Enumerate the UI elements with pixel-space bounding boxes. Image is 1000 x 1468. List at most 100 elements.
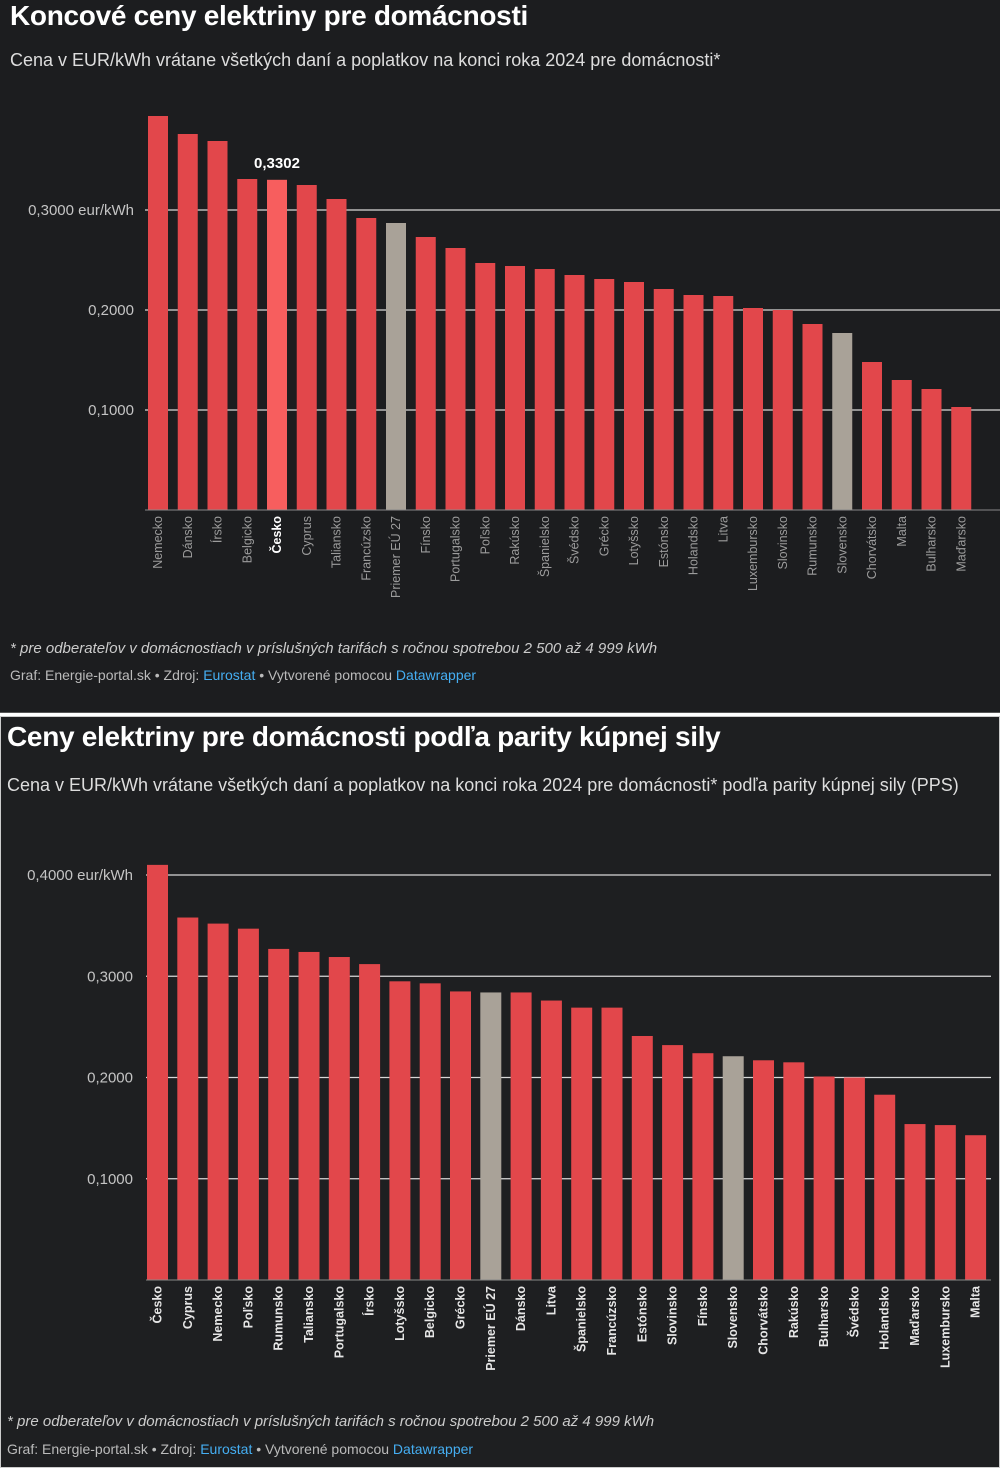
bar-Rakúsko	[783, 1062, 805, 1280]
bar-Malta	[891, 380, 912, 510]
x-tick-label: Bulharsko	[817, 1286, 831, 1347]
x-tick-label: Luxembursko	[938, 1286, 952, 1368]
x-tick-label: Nemecko	[211, 1286, 225, 1342]
bar-Portugalsko	[328, 957, 350, 1280]
x-tick-label: Fínsko	[419, 516, 433, 554]
bar-Nemecko	[207, 923, 229, 1280]
bar-Estónsko	[631, 1035, 653, 1280]
x-tick-label: Maďarsko	[954, 516, 968, 572]
bar-Írsko	[359, 964, 381, 1280]
bar-Priemer EÚ 27	[480, 992, 502, 1280]
bar-Belgicko	[419, 983, 441, 1280]
bar-Luxembursko	[934, 1125, 956, 1280]
x-tick-label: Česko	[150, 1286, 165, 1324]
bar-Slovinsko	[772, 310, 793, 510]
chart-subtitle: Cena v EUR/kWh vrátane všetkých daní a p…	[7, 775, 959, 795]
x-tick-label: Maďarsko	[908, 1286, 922, 1346]
x-tick-label: Španielsko	[537, 516, 552, 577]
bar-Taliansko	[326, 199, 347, 510]
x-tick-label: Švédsko	[846, 1286, 861, 1338]
x-tick-label: Dánsko	[514, 1286, 528, 1332]
source-line: Graf: Energie-portal.sk • Zdroj: Eurosta…	[7, 1441, 473, 1457]
source-label: • Zdroj:	[151, 1441, 197, 1457]
bar-Holandsko	[874, 1094, 896, 1280]
bar-Švédsko	[564, 275, 585, 510]
x-tick-label: Francúzsko	[359, 516, 373, 581]
x-tick-label: Slovinsko	[776, 516, 790, 570]
chart-title: Ceny elektriny pre domácnosti podľa pari…	[7, 721, 721, 752]
y-tick-label: 0,3000 eur/kWh	[28, 202, 134, 219]
chart-panel-nominal: Koncové ceny elektriny pre domácnosti Ce…	[0, 0, 1000, 713]
x-tick-label: Nemecko	[151, 516, 165, 569]
x-tick-label: Írsko	[210, 516, 225, 543]
datawrapper-link[interactable]: Datawrapper	[392, 1441, 474, 1457]
bar-Estónsko	[653, 289, 674, 510]
bar-chart-pps: 0,1000 0,2000 0,3000 0,4000 eur/kWh Česko Cyp…	[27, 864, 991, 1371]
y-tick-label: 0,2000	[87, 1070, 133, 1087]
x-tick-label: Bulharsko	[925, 516, 939, 572]
bar-Cyprus	[177, 917, 199, 1280]
bar-Belgicko	[237, 179, 258, 510]
x-tick-label: Estónsko	[657, 516, 671, 567]
x-tick-label: Grécko	[454, 1286, 468, 1329]
source-label: • Zdroj:	[154, 667, 200, 683]
credit: Graf: Energie-portal.sk	[7, 1441, 148, 1457]
y-tick-label: 0,1000	[88, 402, 134, 419]
data-label: 0,3302	[254, 155, 300, 172]
bar-Španielsko	[571, 1007, 593, 1280]
x-tick-label: Taliansko	[330, 516, 344, 568]
bar-Francúzsko	[356, 218, 377, 510]
x-tick-label: Holandsko	[878, 1286, 892, 1350]
x-tick-label: Rumunsko	[806, 516, 820, 576]
bar-Cyprus	[296, 185, 317, 510]
x-tick-label: Slovensko	[726, 1286, 740, 1349]
x-tick-label: Írsko	[362, 1286, 377, 1316]
bar-Slovensko	[722, 1056, 744, 1280]
x-tick-label: Cyprus	[181, 1286, 195, 1329]
bar-Chorvátsko	[862, 362, 882, 510]
bar-Priemer EÚ 27	[386, 223, 406, 510]
x-tick-label: Taliansko	[302, 1286, 316, 1343]
bar-Litva	[713, 296, 734, 510]
x-tick-label: Španielsko	[574, 1286, 589, 1352]
bar-Slovensko	[832, 333, 853, 510]
made-with-label: • Vytvorené pomocou	[256, 1441, 390, 1457]
eurostat-link[interactable]: Eurostat	[203, 667, 256, 683]
x-tick-label: Fínsko	[696, 1286, 710, 1327]
footnote: * pre odberateľov v domácnostiach v prís…	[10, 640, 658, 657]
made-with-label: • Vytvorené pomocou	[259, 667, 393, 683]
bar-Španielsko	[534, 269, 555, 510]
bar-Fínsko	[415, 237, 436, 510]
x-tick-label: Belgicko	[423, 1286, 437, 1338]
x-tick-label: Slovensko	[835, 516, 849, 574]
x-tick-label: Grécko	[597, 516, 611, 556]
x-tick-label: Poľsko	[241, 1286, 255, 1329]
bar-Maďarsko	[904, 1124, 926, 1280]
bar-Poľsko	[237, 928, 259, 1280]
bar-Portugalsko	[445, 248, 466, 510]
eurostat-link[interactable]: Eurostat	[200, 1441, 253, 1457]
bar-Česko	[267, 179, 287, 511]
bar-Dánsko	[510, 992, 532, 1280]
bar-Francúzsko	[601, 1007, 623, 1280]
chart-title: Koncové ceny elektriny pre domácnosti	[10, 0, 528, 31]
bar-Chorvátsko	[753, 1060, 774, 1280]
credit: Graf: Energie-portal.sk	[10, 667, 151, 683]
bar-Lotyšsko	[624, 282, 644, 510]
bar-Švédsko	[843, 1077, 865, 1280]
x-tick-label: Luxembursko	[746, 516, 760, 591]
bar-Taliansko	[298, 951, 320, 1280]
datawrapper-link[interactable]: Datawrapper	[395, 667, 477, 683]
bar-Bulharsko	[813, 1076, 835, 1280]
x-tick-label: Švédsko	[567, 516, 582, 564]
bar-Lotyšsko	[389, 981, 411, 1280]
x-tick-label: Litva	[544, 1285, 558, 1315]
bar-Bulharsko	[921, 389, 942, 510]
x-tick-label: Chorvátsko	[757, 1286, 771, 1355]
x-tick-label: Rakúsko	[787, 1286, 801, 1338]
bar-Poľsko	[475, 263, 496, 510]
x-tick-label: Lotyšsko	[627, 516, 641, 565]
bar-Rumunsko	[268, 948, 290, 1280]
bar-Fínsko	[692, 1053, 714, 1280]
y-tick-label: 0,2000	[88, 302, 134, 319]
